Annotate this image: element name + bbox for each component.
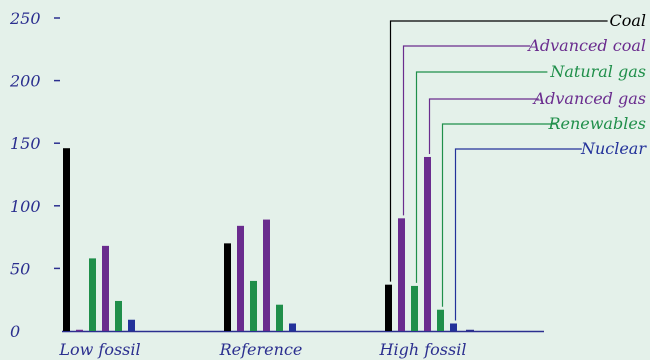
legend-label: Nuclear [580,139,647,158]
y-tick-label: 0 [10,322,20,341]
legend-leader-line [402,45,531,216]
bar [263,219,270,331]
y-tick-label: 100 [10,197,41,216]
x-category-label: Low fossil [58,340,140,359]
bar [102,245,109,331]
bar [237,225,244,331]
bar [289,323,296,331]
bar [424,156,431,331]
legend-leader-line [428,98,539,154]
legend-label: Natural gas [549,62,646,81]
bar [437,309,444,331]
legend-leader-line [415,71,548,283]
bar [385,284,392,331]
bar [411,285,418,331]
x-category-label: High fossil [379,340,467,359]
bar [276,304,283,331]
legend-leader-line [454,148,582,321]
y-tick-label: 150 [10,134,41,153]
y-tick-label: 50 [10,259,30,278]
bar [450,323,457,331]
bar [224,243,231,331]
legend-label: Coal [609,11,646,30]
legend-leader-line [441,123,556,307]
x-category-label: Reference [219,340,303,359]
legend-label: Renewables [547,114,646,133]
legend-leader-line [389,20,608,282]
bar [63,148,70,331]
y-tick-label: 200 [9,72,41,91]
bar [250,280,257,331]
legend-label: Advanced coal [526,36,646,55]
bar [115,300,122,331]
bar [398,218,405,331]
legend-label: Advanced gas [532,89,646,108]
bar [89,258,96,331]
bar [128,319,135,331]
y-tick-label: 250 [9,9,41,28]
